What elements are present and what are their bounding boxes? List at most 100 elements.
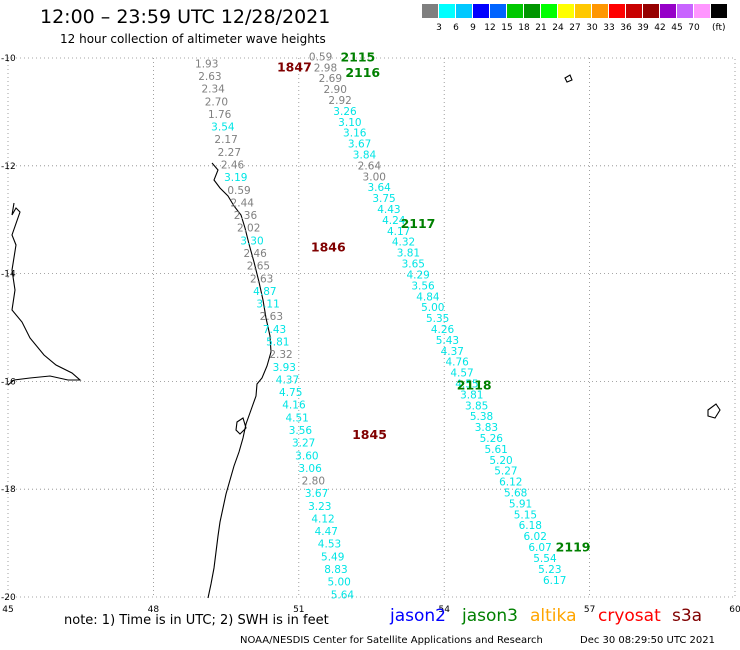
- wave-height-value: 5.61: [484, 444, 507, 456]
- wave-height-value: 3.16: [343, 128, 367, 140]
- legend-swatch: [456, 4, 472, 18]
- wave-height-value: 5.38: [470, 411, 493, 423]
- wave-height-value: 2.92: [328, 95, 351, 107]
- wave-height-value: 4.37: [276, 374, 299, 386]
- legend-label: 3: [436, 23, 442, 33]
- satellite-label-s3a: s3a: [672, 606, 703, 626]
- wave-height-value: 3.54: [211, 122, 235, 134]
- islet-north: [564, 74, 573, 83]
- wave-height-value: 4.26: [431, 324, 455, 336]
- wave-height-value: 5.27: [494, 466, 517, 478]
- legend-label: 30: [586, 23, 598, 33]
- wave-height-value: 2.46: [221, 160, 245, 172]
- map-subtitle: 12 hour collection of altimeter wave hei…: [60, 32, 326, 46]
- wave-height-value: 3.64: [367, 182, 391, 194]
- wave-height-value: 3.75: [372, 193, 395, 205]
- wave-height-value: 3.19: [224, 172, 247, 184]
- wave-height-value: 5.26: [480, 433, 504, 445]
- satellite-label-jason3: jason3: [462, 606, 518, 626]
- wave-height-value: 3.85: [465, 400, 488, 412]
- legend-label: 39: [637, 23, 649, 33]
- wave-height-value: 4.51: [285, 412, 308, 424]
- y-tick-label: -10: [1, 54, 16, 64]
- wave-height-value: 2.36: [234, 210, 258, 222]
- wave-height-value: 3.60: [295, 450, 318, 462]
- y-tick-label: -12: [1, 162, 16, 172]
- wave-height-value: 5.35: [426, 313, 449, 325]
- wave-height-value: 5.20: [489, 455, 512, 467]
- wave-height-value: 3.30: [240, 235, 263, 247]
- legend-swatch: [711, 4, 727, 18]
- legend-label: 15: [501, 23, 513, 33]
- x-tick-label: 45: [2, 605, 13, 615]
- wave-height-value: 2.70: [205, 96, 228, 108]
- wave-height-value: 2.63: [260, 311, 283, 323]
- legend-swatch: [558, 4, 574, 18]
- wave-height-value: 3.84: [353, 150, 377, 162]
- wave-height-value: 4.55: [455, 378, 478, 390]
- legend-swatch: [524, 4, 540, 18]
- wave-height-value: 5.81: [266, 336, 289, 348]
- wave-height-value: 3.06: [298, 463, 322, 475]
- wave-height-value: 5.54: [533, 553, 557, 565]
- x-tick-label: 57: [584, 605, 595, 615]
- y-tick-label: -20: [1, 593, 16, 603]
- legend-swatch: [541, 4, 557, 18]
- wave-height-value: 5.43: [436, 335, 459, 347]
- legend-unit: (ft): [712, 23, 726, 33]
- coastline: [7, 74, 721, 599]
- wave-height-value: 8.83: [324, 564, 347, 576]
- pass-id-label: 2118: [457, 378, 492, 393]
- wave-height-value: 3.81: [397, 248, 420, 260]
- wave-height-value: 2.80: [302, 476, 325, 488]
- wave-height-value: 5.15: [514, 509, 537, 521]
- wave-height-value: 4.24: [382, 215, 406, 227]
- wave-height-value: 4.43: [377, 204, 400, 216]
- wave-height-value: 4.47: [315, 526, 338, 538]
- legend-swatch: [473, 4, 489, 18]
- wave-height-value: 3.10: [338, 117, 361, 129]
- wave-height-value: 5.64: [331, 589, 355, 601]
- wave-height-value: 3.67: [348, 139, 371, 151]
- wave-height-value: 1.93: [195, 58, 218, 70]
- wave-height-value: 5.00: [327, 577, 350, 589]
- wave-height-value: 4.29: [406, 269, 429, 281]
- madagascar-coastline: [207, 162, 272, 599]
- wave-height-value: 4.17: [387, 226, 410, 238]
- wave-height-value: 2.63: [250, 273, 273, 285]
- note-text: note: 1) Time is in UTC; 2) SWH is in fe…: [64, 613, 329, 628]
- reunion-island: [707, 403, 721, 419]
- wave-height-value: 3.23: [308, 501, 331, 513]
- wave-height-value: 5.49: [321, 551, 344, 563]
- wave-height-value: 6.02: [524, 531, 547, 543]
- legend-label: 21: [535, 23, 547, 33]
- wave-height-value: 2.64: [358, 160, 382, 172]
- x-tick-label: 60: [729, 605, 740, 615]
- footer-credit: NOAA/NESDIS Center for Satellite Applica…: [240, 635, 543, 646]
- wave-height-value: 3.11: [256, 299, 279, 311]
- wave-height-value: 6.07: [528, 542, 551, 554]
- wave-height-value: 2.02: [237, 223, 260, 235]
- wave-height-value: 4.76: [445, 357, 469, 369]
- wave-height-value: 3.56: [289, 425, 313, 437]
- legend-label: 33: [603, 23, 615, 33]
- pass-id-label: 1847: [277, 60, 312, 75]
- legend-label: 24: [552, 23, 564, 33]
- wave-height-value: 2.46: [243, 248, 267, 260]
- wave-height-value: 2.34: [201, 84, 225, 96]
- legend-swatch: [643, 4, 659, 18]
- wave-height-value: 4.37: [441, 346, 464, 358]
- legend-label: 27: [569, 23, 581, 33]
- wave-height-value: 2.69: [319, 73, 342, 85]
- wave-height-value: 2.63: [198, 71, 221, 83]
- wave-height-value: 3.27: [292, 438, 315, 450]
- map-title: 12:00 – 23:59 UTC 12/28/2021: [40, 6, 331, 28]
- x-tick-label: 51: [293, 605, 304, 615]
- lat-lon-grid: 45 48 51 54 57 60 -10 -12 -14 -16 -18 -20: [1, 54, 740, 615]
- wave-height-value: 2.44: [231, 197, 255, 209]
- satellite-label-altika: altika: [530, 606, 577, 626]
- legend-swatch: [507, 4, 523, 18]
- legend-swatch: [439, 4, 455, 18]
- wave-height-value: 0.59: [227, 185, 250, 197]
- x-tick-label: 48: [148, 605, 160, 615]
